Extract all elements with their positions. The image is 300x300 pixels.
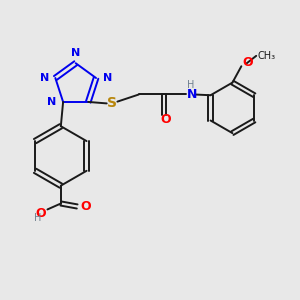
Text: O: O — [81, 200, 92, 213]
Text: N: N — [71, 48, 80, 58]
Text: N: N — [103, 73, 112, 83]
Text: N: N — [47, 97, 57, 107]
Text: O: O — [160, 113, 171, 126]
Text: N: N — [40, 73, 49, 83]
Text: CH₃: CH₃ — [258, 51, 276, 61]
Text: O: O — [243, 56, 254, 69]
Text: S: S — [107, 96, 117, 110]
Text: H: H — [34, 213, 42, 224]
Text: H: H — [187, 80, 194, 90]
Text: O: O — [35, 206, 46, 220]
Text: N: N — [187, 88, 197, 101]
